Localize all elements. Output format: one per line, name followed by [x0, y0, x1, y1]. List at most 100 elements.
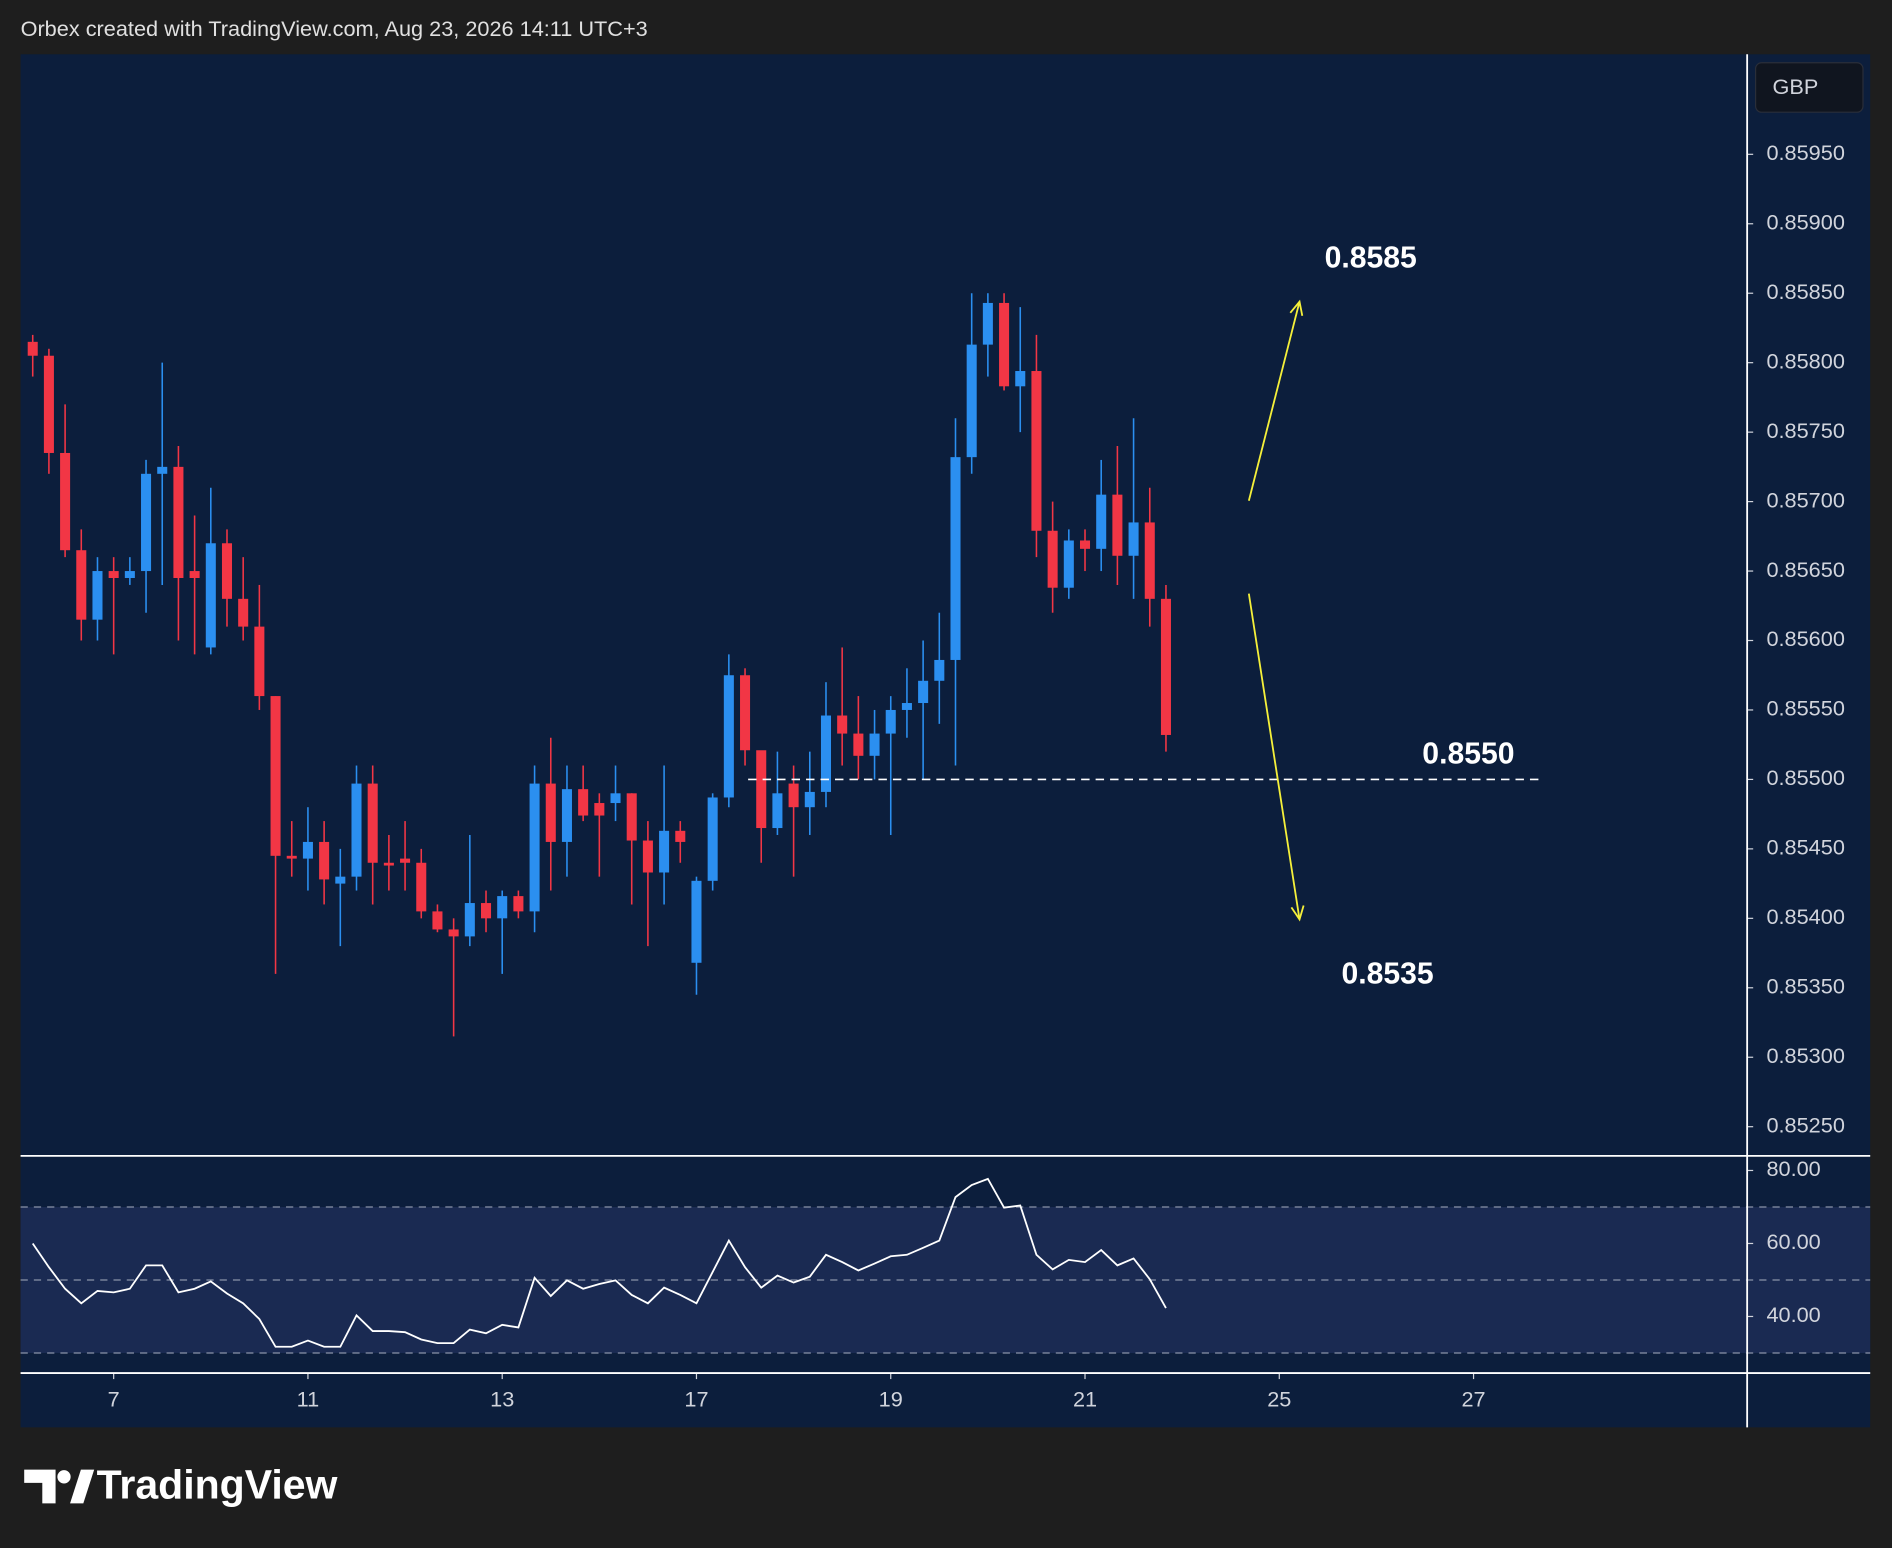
candle-body: [238, 598, 249, 627]
y-tick-label: 0.85400: [1766, 904, 1844, 929]
logo-text: TradingView: [97, 1462, 338, 1508]
candle-body: [383, 862, 394, 866]
x-tick-label: 11: [297, 1387, 320, 1412]
candle-body: [675, 830, 686, 842]
y2-tick-label: 60.00: [1766, 1229, 1820, 1254]
candle-body: [772, 793, 783, 829]
candle-body: [901, 703, 912, 710]
candle-body: [837, 715, 848, 734]
candle-body: [578, 789, 589, 816]
candle-body: [529, 783, 540, 912]
y-tick-label: 0.85600: [1766, 626, 1844, 651]
candle-body: [804, 791, 815, 808]
candle-body: [885, 709, 896, 734]
chart-panel: [20, 54, 1871, 1428]
annotation: 0.8585: [1325, 241, 1417, 274]
x-tick-label: 13: [490, 1387, 514, 1412]
x-tick-label: 21: [1073, 1387, 1097, 1412]
candle-body: [141, 473, 152, 572]
candle-body: [691, 880, 702, 963]
y-tick-label: 0.85850: [1766, 279, 1844, 304]
candle-body: [416, 862, 427, 912]
candle-body: [950, 457, 961, 660]
candle-body: [561, 789, 572, 842]
candle-body: [497, 896, 508, 919]
candle-body: [626, 793, 637, 841]
arrow: [1247, 593, 1301, 920]
candle-body: [513, 896, 524, 912]
candle-body: [221, 543, 233, 599]
y-tick-label: 0.85800: [1766, 348, 1844, 373]
candle-body: [1031, 371, 1042, 531]
candle-body: [594, 803, 605, 816]
annotation: 0.8535: [1341, 958, 1433, 991]
candle-body: [92, 571, 103, 620]
y-tick-label: 0.85300: [1766, 1043, 1844, 1068]
y-tick-label: 0.85550: [1766, 696, 1844, 721]
candle-body: [270, 696, 281, 856]
y-tick-label: 0.85950: [1766, 140, 1844, 165]
candle-body: [76, 550, 87, 620]
logo-shape: [24, 1469, 56, 1504]
candle-body: [335, 876, 346, 884]
candle-body: [1096, 494, 1107, 549]
candle-body: [1079, 540, 1091, 549]
candle-body: [157, 466, 168, 474]
candle-body: [108, 571, 119, 578]
y2-tick-label: 80.00: [1766, 1156, 1820, 1181]
indicator-line: [31, 1177, 1167, 1348]
x-tick-label: 17: [684, 1387, 708, 1412]
candle-body: [27, 341, 38, 356]
candle-body: [43, 355, 54, 453]
annotation: 0.8550: [1422, 737, 1514, 770]
y-tick-label: 0.85700: [1766, 487, 1844, 512]
y2-tick-label: 40.00: [1766, 1302, 1820, 1327]
currency-box[interactable]: [1754, 62, 1864, 113]
candle-body: [480, 903, 492, 919]
y-tick-label: 0.85750: [1766, 418, 1844, 443]
candle-body: [707, 797, 718, 881]
candle-body: [934, 659, 945, 681]
arrow: [1247, 301, 1301, 501]
candle-body: [367, 783, 378, 863]
candle-body: [1112, 494, 1123, 556]
candle-body: [189, 571, 200, 578]
candle-body: [1063, 540, 1074, 588]
candle-body: [820, 715, 832, 792]
y-tick-label: 0.85500: [1766, 765, 1844, 790]
x-tick-label: 27: [1461, 1387, 1485, 1412]
y-tick-label: 0.85650: [1766, 557, 1844, 582]
candle-body: [351, 783, 362, 877]
logo-shape: [57, 1470, 71, 1484]
candle-body: [400, 858, 411, 863]
candle-body: [999, 302, 1010, 387]
x-tick-label: 25: [1267, 1387, 1291, 1412]
x-tick-label: 19: [879, 1387, 903, 1412]
candle-body: [853, 733, 864, 756]
candle-body: [659, 830, 670, 873]
candle-body: [1047, 530, 1058, 588]
candle-body: [1144, 522, 1155, 599]
header: Orbex created with TradingView.com, Aug …: [21, 16, 648, 41]
candle-body: [1015, 371, 1026, 387]
candle-body: [432, 911, 443, 930]
candle-body: [610, 793, 621, 804]
arrow-head: [1290, 905, 1305, 922]
candle-body: [545, 783, 556, 842]
candle-body: [319, 841, 330, 880]
candle-body: [918, 680, 929, 704]
candle-body: [966, 344, 977, 458]
x-tick-label: 7: [108, 1387, 120, 1412]
candle-body: [723, 675, 734, 798]
candle-body: [124, 571, 135, 578]
chart-layer: 0.85250 0.85300 0.85350 0.85400 0.85450 0.855…: [20, 140, 1871, 1412]
candle-body: [1160, 598, 1171, 735]
candle-body: [254, 626, 265, 697]
y-tick-label: 0.85350: [1766, 974, 1844, 999]
candle-body: [205, 543, 216, 648]
candle-body: [869, 733, 880, 756]
candle-body: [740, 675, 751, 751]
candle-body: [173, 466, 184, 578]
